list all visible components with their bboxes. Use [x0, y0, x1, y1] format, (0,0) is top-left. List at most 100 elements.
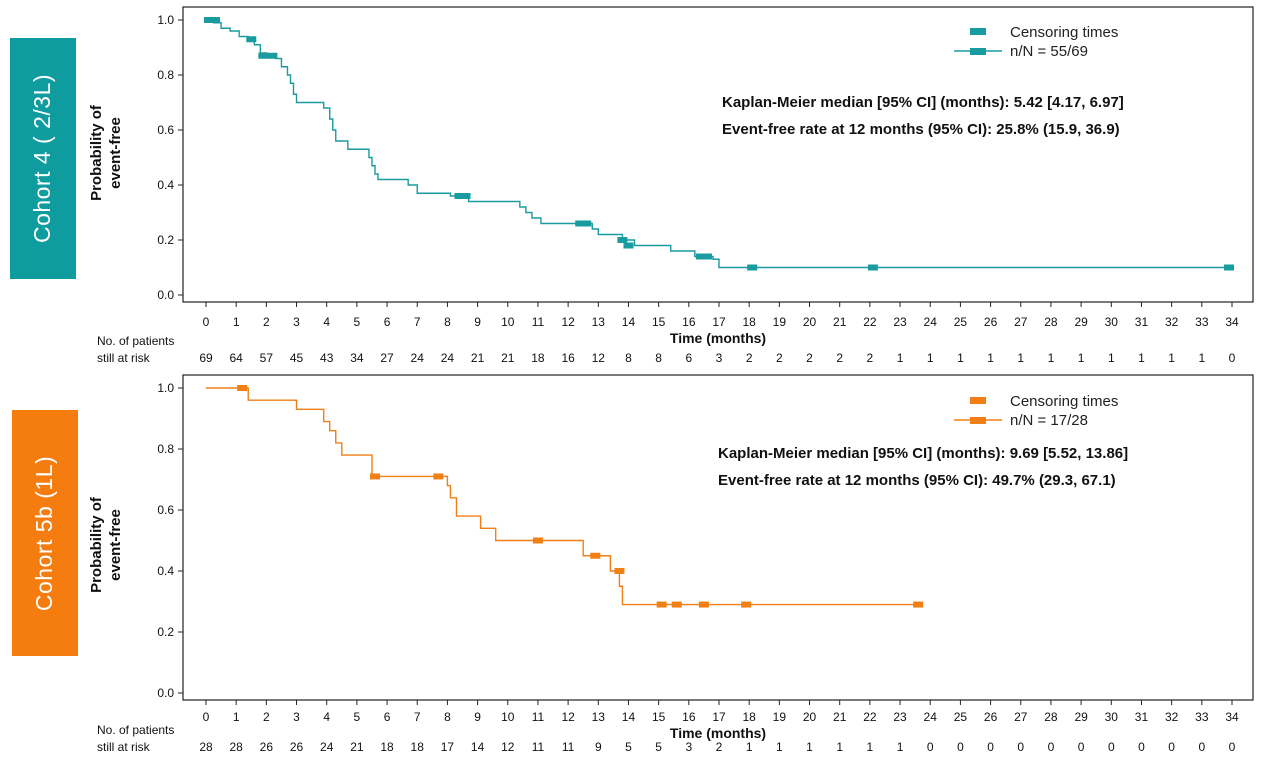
censor-mark — [913, 601, 924, 608]
censor-mark — [695, 253, 706, 260]
plot-frame — [182, 374, 1254, 701]
censor-mark — [701, 253, 712, 260]
y-tick-label: 0.0 — [157, 686, 174, 700]
km-median-text: Kaplan-Meier median [95% CI] (months): 9… — [718, 445, 1128, 462]
risk-header-line1: No. of patients — [97, 334, 174, 348]
censor-mark — [656, 601, 667, 608]
at-risk-count: 57 — [260, 351, 274, 365]
x-tick-label: 17 — [712, 315, 726, 329]
at-risk-count: 0 — [927, 740, 934, 754]
x-tick-label: 6 — [384, 315, 391, 329]
censor-mark — [614, 568, 625, 574]
cohort-4-tag: Cohort 4 ( 2/3L) — [10, 38, 76, 279]
x-tick-label: 9 — [474, 315, 481, 329]
x-tick-label: 13 — [592, 710, 606, 724]
x-tick-label: 5 — [354, 315, 361, 329]
at-risk-count: 2 — [776, 351, 783, 365]
x-tick-label: 23 — [893, 315, 907, 329]
at-risk-count: 1 — [927, 351, 934, 365]
x-tick-label: 31 — [1135, 710, 1149, 724]
at-risk-count: 1 — [836, 740, 843, 754]
legend: Censoring times n/N = 55/69 — [954, 24, 1118, 60]
at-risk-count: 8 — [625, 351, 632, 365]
at-risk-count: 1 — [1108, 351, 1115, 365]
at-risk-count: 21 — [471, 351, 485, 365]
x-tick-label: 24 — [924, 710, 938, 724]
x-tick-label: 10 — [501, 315, 515, 329]
at-risk-count: 16 — [561, 351, 575, 365]
y-tick-label: 1.0 — [157, 381, 174, 395]
x-tick-label: 28 — [1044, 710, 1058, 724]
x-tick-label: 33 — [1195, 710, 1209, 724]
y-tick-label: 0.2 — [157, 233, 174, 247]
at-risk-count: 43 — [320, 351, 334, 365]
x-tick-label: 3 — [293, 315, 300, 329]
cohort-4-label: Cohort 4 ( 2/3L) — [29, 73, 56, 244]
x-tick-label: 28 — [1044, 315, 1058, 329]
x-tick-label: 20 — [803, 315, 817, 329]
at-risk-count: 12 — [501, 740, 515, 754]
event-free-rate-text: Event-free rate at 12 months (95% CI): 2… — [722, 121, 1120, 138]
legend-n-label: n/N = 55/69 — [1010, 43, 1088, 60]
x-tick-label: 34 — [1225, 315, 1239, 329]
at-risk-count: 18 — [411, 740, 425, 754]
y-tick-label: 0.8 — [157, 442, 174, 456]
x-tick-label: 13 — [592, 315, 606, 329]
plot-frame — [182, 6, 1254, 303]
km-median-text: Kaplan-Meier median [95% CI] (months): 5… — [722, 94, 1124, 111]
y-tick-label: 0.6 — [157, 123, 174, 137]
cohort-5b-tag: Cohort 5b (1L) — [12, 410, 78, 656]
y-axis-label: Probability of event-free — [88, 104, 124, 201]
x-tick-label: 0 — [203, 710, 210, 724]
at-risk-count: 26 — [290, 740, 304, 754]
at-risk-count: 21 — [350, 740, 364, 754]
km-step-curve — [206, 19, 1232, 269]
censor-mark — [258, 52, 269, 59]
legend-censor-swatch — [970, 28, 986, 35]
at-risk-count: 0 — [1048, 740, 1055, 754]
x-tick-label: 27 — [1014, 710, 1028, 724]
x-tick-label: 32 — [1165, 315, 1179, 329]
at-risk-count: 1 — [1017, 351, 1024, 365]
at-risk-count: 18 — [531, 351, 545, 365]
at-risk-count: 3 — [685, 740, 692, 754]
at-risk-count: 6 — [685, 351, 692, 365]
at-risk-count: 0 — [1078, 740, 1085, 754]
x-tick-label: 18 — [742, 315, 756, 329]
x-tick-label: 5 — [354, 710, 361, 724]
at-risk-count: 1 — [867, 740, 874, 754]
y-tick-label: 0.4 — [157, 564, 174, 578]
at-risk-count: 1 — [897, 351, 904, 365]
x-tick-label: 17 — [712, 710, 726, 724]
x-tick-label: 20 — [803, 710, 817, 724]
x-tick-label: 16 — [682, 315, 696, 329]
x-tick-label: 19 — [773, 710, 787, 724]
at-risk-count: 1 — [1198, 351, 1205, 365]
at-risk-count: 28 — [229, 740, 243, 754]
at-risk-count: 2 — [716, 740, 723, 754]
censor-mark — [867, 264, 878, 271]
legend-line-censor-swatch — [970, 417, 986, 424]
legend-censor-swatch — [970, 397, 986, 404]
x-tick-label: 23 — [893, 710, 907, 724]
at-risk-count: 34 — [350, 351, 364, 365]
x-tick-label: 25 — [954, 710, 968, 724]
at-risk-count: 0 — [1168, 740, 1175, 754]
x-tick-label: 7 — [414, 315, 421, 329]
x-tick-label: 31 — [1135, 315, 1149, 329]
legend-line-censor-swatch — [970, 48, 986, 55]
x-tick-label: 34 — [1225, 710, 1239, 724]
censor-mark — [454, 193, 465, 199]
at-risk-count: 11 — [532, 740, 545, 754]
at-risk-count: 9 — [595, 740, 602, 754]
km-step-curve — [206, 387, 919, 606]
x-tick-label: 1 — [233, 710, 240, 724]
x-tick-label: 9 — [474, 710, 481, 724]
x-tick-label: 6 — [384, 710, 391, 724]
y-tick-label: 0.4 — [157, 178, 174, 192]
at-risk-count: 5 — [655, 740, 662, 754]
at-risk-count: 1 — [897, 740, 904, 754]
censor-mark — [741, 601, 752, 608]
